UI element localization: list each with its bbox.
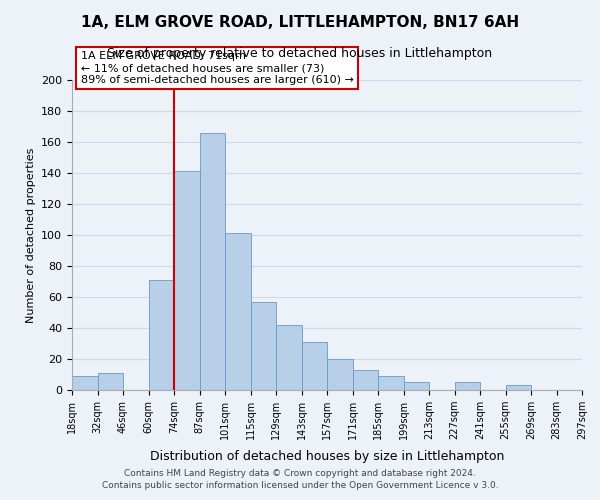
Text: 1A, ELM GROVE ROAD, LITTLEHAMPTON, BN17 6AH: 1A, ELM GROVE ROAD, LITTLEHAMPTON, BN17 … xyxy=(81,15,519,30)
Bar xyxy=(276,325,302,390)
Text: Contains HM Land Registry data © Crown copyright and database right 2024.: Contains HM Land Registry data © Crown c… xyxy=(124,468,476,477)
X-axis label: Distribution of detached houses by size in Littlehampton: Distribution of detached houses by size … xyxy=(150,450,504,464)
Text: Size of property relative to detached houses in Littlehampton: Size of property relative to detached ho… xyxy=(107,48,493,60)
Bar xyxy=(251,302,276,390)
Bar xyxy=(97,373,123,390)
Bar xyxy=(505,386,531,390)
Bar xyxy=(199,132,225,390)
Bar xyxy=(455,382,480,390)
Bar xyxy=(149,280,174,390)
Bar xyxy=(327,359,353,390)
Bar xyxy=(353,370,378,390)
Bar xyxy=(404,382,429,390)
Text: 1A ELM GROVE ROAD: 71sqm
← 11% of detached houses are smaller (73)
89% of semi-d: 1A ELM GROVE ROAD: 71sqm ← 11% of detach… xyxy=(81,52,354,84)
Text: Contains public sector information licensed under the Open Government Licence v : Contains public sector information licen… xyxy=(101,481,499,490)
Bar xyxy=(72,376,97,390)
Bar xyxy=(225,234,251,390)
Bar xyxy=(174,172,199,390)
Y-axis label: Number of detached properties: Number of detached properties xyxy=(26,148,35,322)
Bar xyxy=(302,342,327,390)
Bar xyxy=(378,376,404,390)
